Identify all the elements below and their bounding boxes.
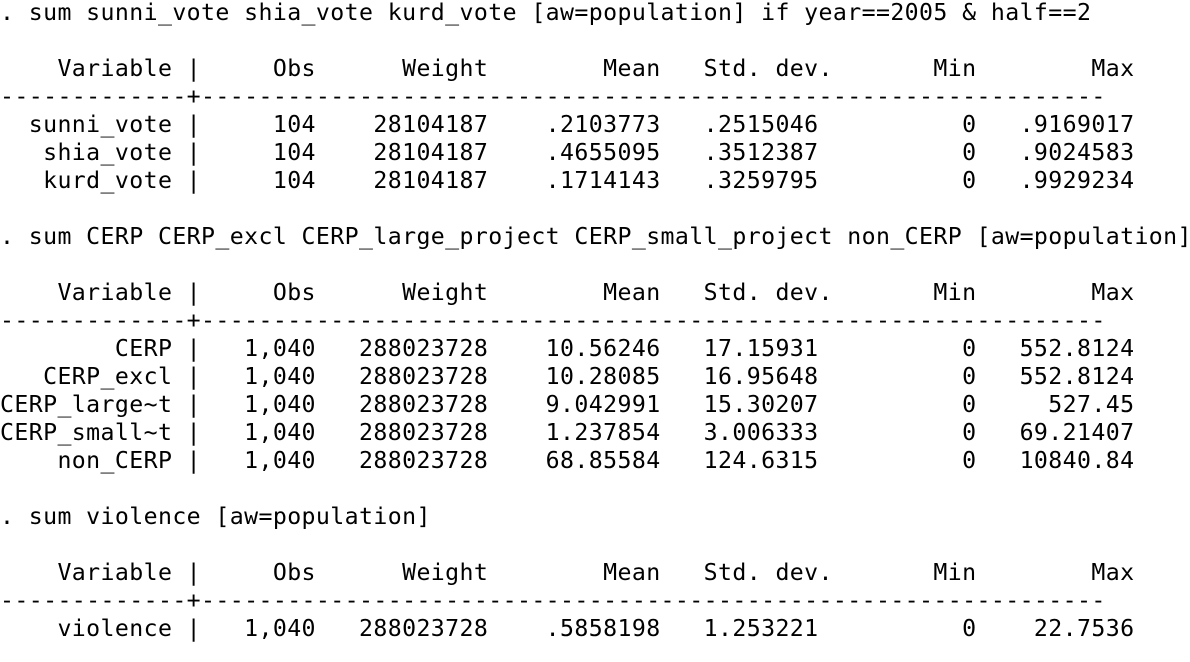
table-row: kurd_vote | 104 28104187 .1714143 .32597… bbox=[0, 167, 1135, 194]
table-row: violence | 1,040 288023728 .5858198 1.25… bbox=[0, 615, 1135, 642]
table-row: sunni_vote | 104 28104187 .2103773 .2515… bbox=[0, 111, 1135, 138]
table-header: Variable | Obs Weight Mean Std. dev. Min… bbox=[0, 279, 1135, 306]
table-row: shia_vote | 104 28104187 .4655095 .35123… bbox=[0, 139, 1135, 166]
table-separator: -------------+--------------------------… bbox=[0, 587, 1106, 614]
table-row: CERP_large~t | 1,040 288023728 9.042991 … bbox=[0, 391, 1135, 418]
table-row: CERP_excl | 1,040 288023728 10.28085 16.… bbox=[0, 363, 1135, 390]
table-row: CERP | 1,040 288023728 10.56246 17.15931… bbox=[0, 335, 1135, 362]
command-line: . sum violence [aw=population] bbox=[0, 503, 431, 530]
table-header: Variable | Obs Weight Mean Std. dev. Min… bbox=[0, 55, 1135, 82]
command-line: . sum CERP CERP_excl CERP_large_project … bbox=[0, 223, 1190, 250]
table-separator: -------------+--------------------------… bbox=[0, 83, 1106, 110]
table-separator: -------------+--------------------------… bbox=[0, 307, 1106, 334]
table-header: Variable | Obs Weight Mean Std. dev. Min… bbox=[0, 559, 1135, 586]
command-line: . sum sunni_vote shia_vote kurd_vote [aw… bbox=[0, 0, 1092, 26]
table-row: CERP_small~t | 1,040 288023728 1.237854 … bbox=[0, 419, 1135, 446]
table-row: non_CERP | 1,040 288023728 68.85584 124.… bbox=[0, 447, 1135, 474]
